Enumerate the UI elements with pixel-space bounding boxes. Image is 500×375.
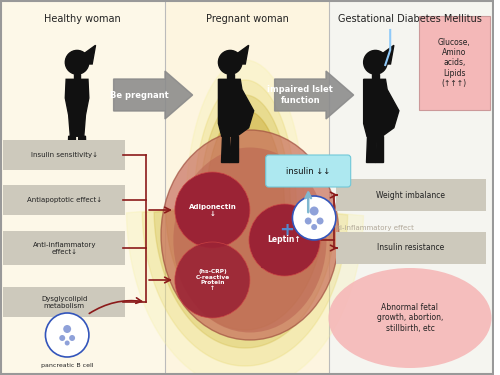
Bar — [0, 0, 165, 375]
Polygon shape — [230, 136, 237, 162]
Polygon shape — [126, 60, 364, 375]
Ellipse shape — [328, 268, 492, 368]
Polygon shape — [84, 45, 96, 64]
Ellipse shape — [161, 130, 339, 340]
Polygon shape — [78, 136, 86, 162]
Text: insulin ↓↓: insulin ↓↓ — [286, 166, 331, 176]
Text: pancreatic B cell: pancreatic B cell — [41, 363, 94, 368]
Circle shape — [69, 335, 75, 341]
Text: Glucose,
Amino
acids,
Lipids
(↑↑↑): Glucose, Amino acids, Lipids (↑↑↑) — [438, 38, 471, 88]
Polygon shape — [382, 45, 394, 64]
Polygon shape — [66, 79, 89, 136]
Polygon shape — [366, 136, 374, 162]
FancyBboxPatch shape — [266, 155, 350, 187]
FancyBboxPatch shape — [336, 232, 486, 264]
Circle shape — [63, 325, 71, 333]
Text: Abnormal fetal
growth, abortion,
stillbirth, etc: Abnormal fetal growth, abortion, stillbi… — [377, 303, 443, 333]
Circle shape — [316, 217, 324, 225]
Circle shape — [292, 196, 336, 240]
Text: Antiapoptotic effect↓: Antiapoptotic effect↓ — [26, 197, 102, 203]
Polygon shape — [114, 71, 192, 119]
FancyBboxPatch shape — [336, 179, 486, 211]
Circle shape — [175, 242, 250, 318]
Circle shape — [46, 313, 89, 357]
Text: Insulin sensitivity↓: Insulin sensitivity↓ — [30, 152, 98, 158]
Polygon shape — [227, 74, 234, 79]
Circle shape — [218, 50, 242, 74]
Circle shape — [311, 224, 317, 230]
Ellipse shape — [174, 147, 326, 333]
Text: Anti-inflammatory effect: Anti-inflammatory effect — [328, 225, 414, 231]
Bar — [165, 0, 329, 375]
Polygon shape — [166, 110, 324, 330]
Text: Anti-inflammatory
effect↓: Anti-inflammatory effect↓ — [32, 242, 96, 255]
Polygon shape — [74, 74, 80, 79]
Polygon shape — [372, 74, 379, 79]
Circle shape — [364, 50, 387, 74]
Circle shape — [305, 217, 312, 225]
FancyBboxPatch shape — [419, 16, 490, 110]
Polygon shape — [154, 95, 336, 348]
Polygon shape — [274, 71, 353, 119]
Text: +: + — [279, 221, 294, 239]
FancyBboxPatch shape — [3, 231, 126, 265]
Text: Pregnant woman: Pregnant woman — [206, 14, 288, 24]
Polygon shape — [218, 79, 254, 136]
Text: Adiponectin
↓: Adiponectin ↓ — [188, 204, 236, 216]
Circle shape — [64, 340, 70, 345]
Text: Gestational Diabetes Mellitus: Gestational Diabetes Mellitus — [338, 14, 482, 24]
Text: (hs-CRP)
C-reactive
Protein
↑: (hs-CRP) C-reactive Protein ↑ — [196, 269, 230, 291]
Polygon shape — [364, 79, 399, 136]
Polygon shape — [374, 136, 383, 162]
Circle shape — [249, 204, 320, 276]
Polygon shape — [237, 45, 248, 64]
Text: Dysglycolipid
metabolism: Dysglycolipid metabolism — [41, 296, 88, 309]
Circle shape — [175, 172, 250, 248]
FancyBboxPatch shape — [3, 140, 126, 170]
Text: Leptin↑: Leptin↑ — [268, 236, 302, 244]
Polygon shape — [68, 136, 76, 162]
Polygon shape — [221, 136, 230, 162]
Text: ...: ... — [260, 258, 274, 272]
Text: Be pregnant: Be pregnant — [110, 90, 168, 99]
Text: Healthy woman: Healthy woman — [44, 14, 120, 24]
Circle shape — [60, 335, 65, 341]
Bar — [329, 0, 494, 375]
Text: Insulin resistance: Insulin resistance — [378, 243, 444, 252]
Text: impaired Islet
function: impaired Islet function — [268, 85, 334, 105]
Circle shape — [66, 50, 89, 74]
Circle shape — [310, 207, 318, 216]
Text: Weight imbalance: Weight imbalance — [376, 190, 446, 200]
FancyBboxPatch shape — [3, 287, 126, 317]
FancyBboxPatch shape — [3, 185, 126, 215]
Polygon shape — [142, 80, 348, 366]
